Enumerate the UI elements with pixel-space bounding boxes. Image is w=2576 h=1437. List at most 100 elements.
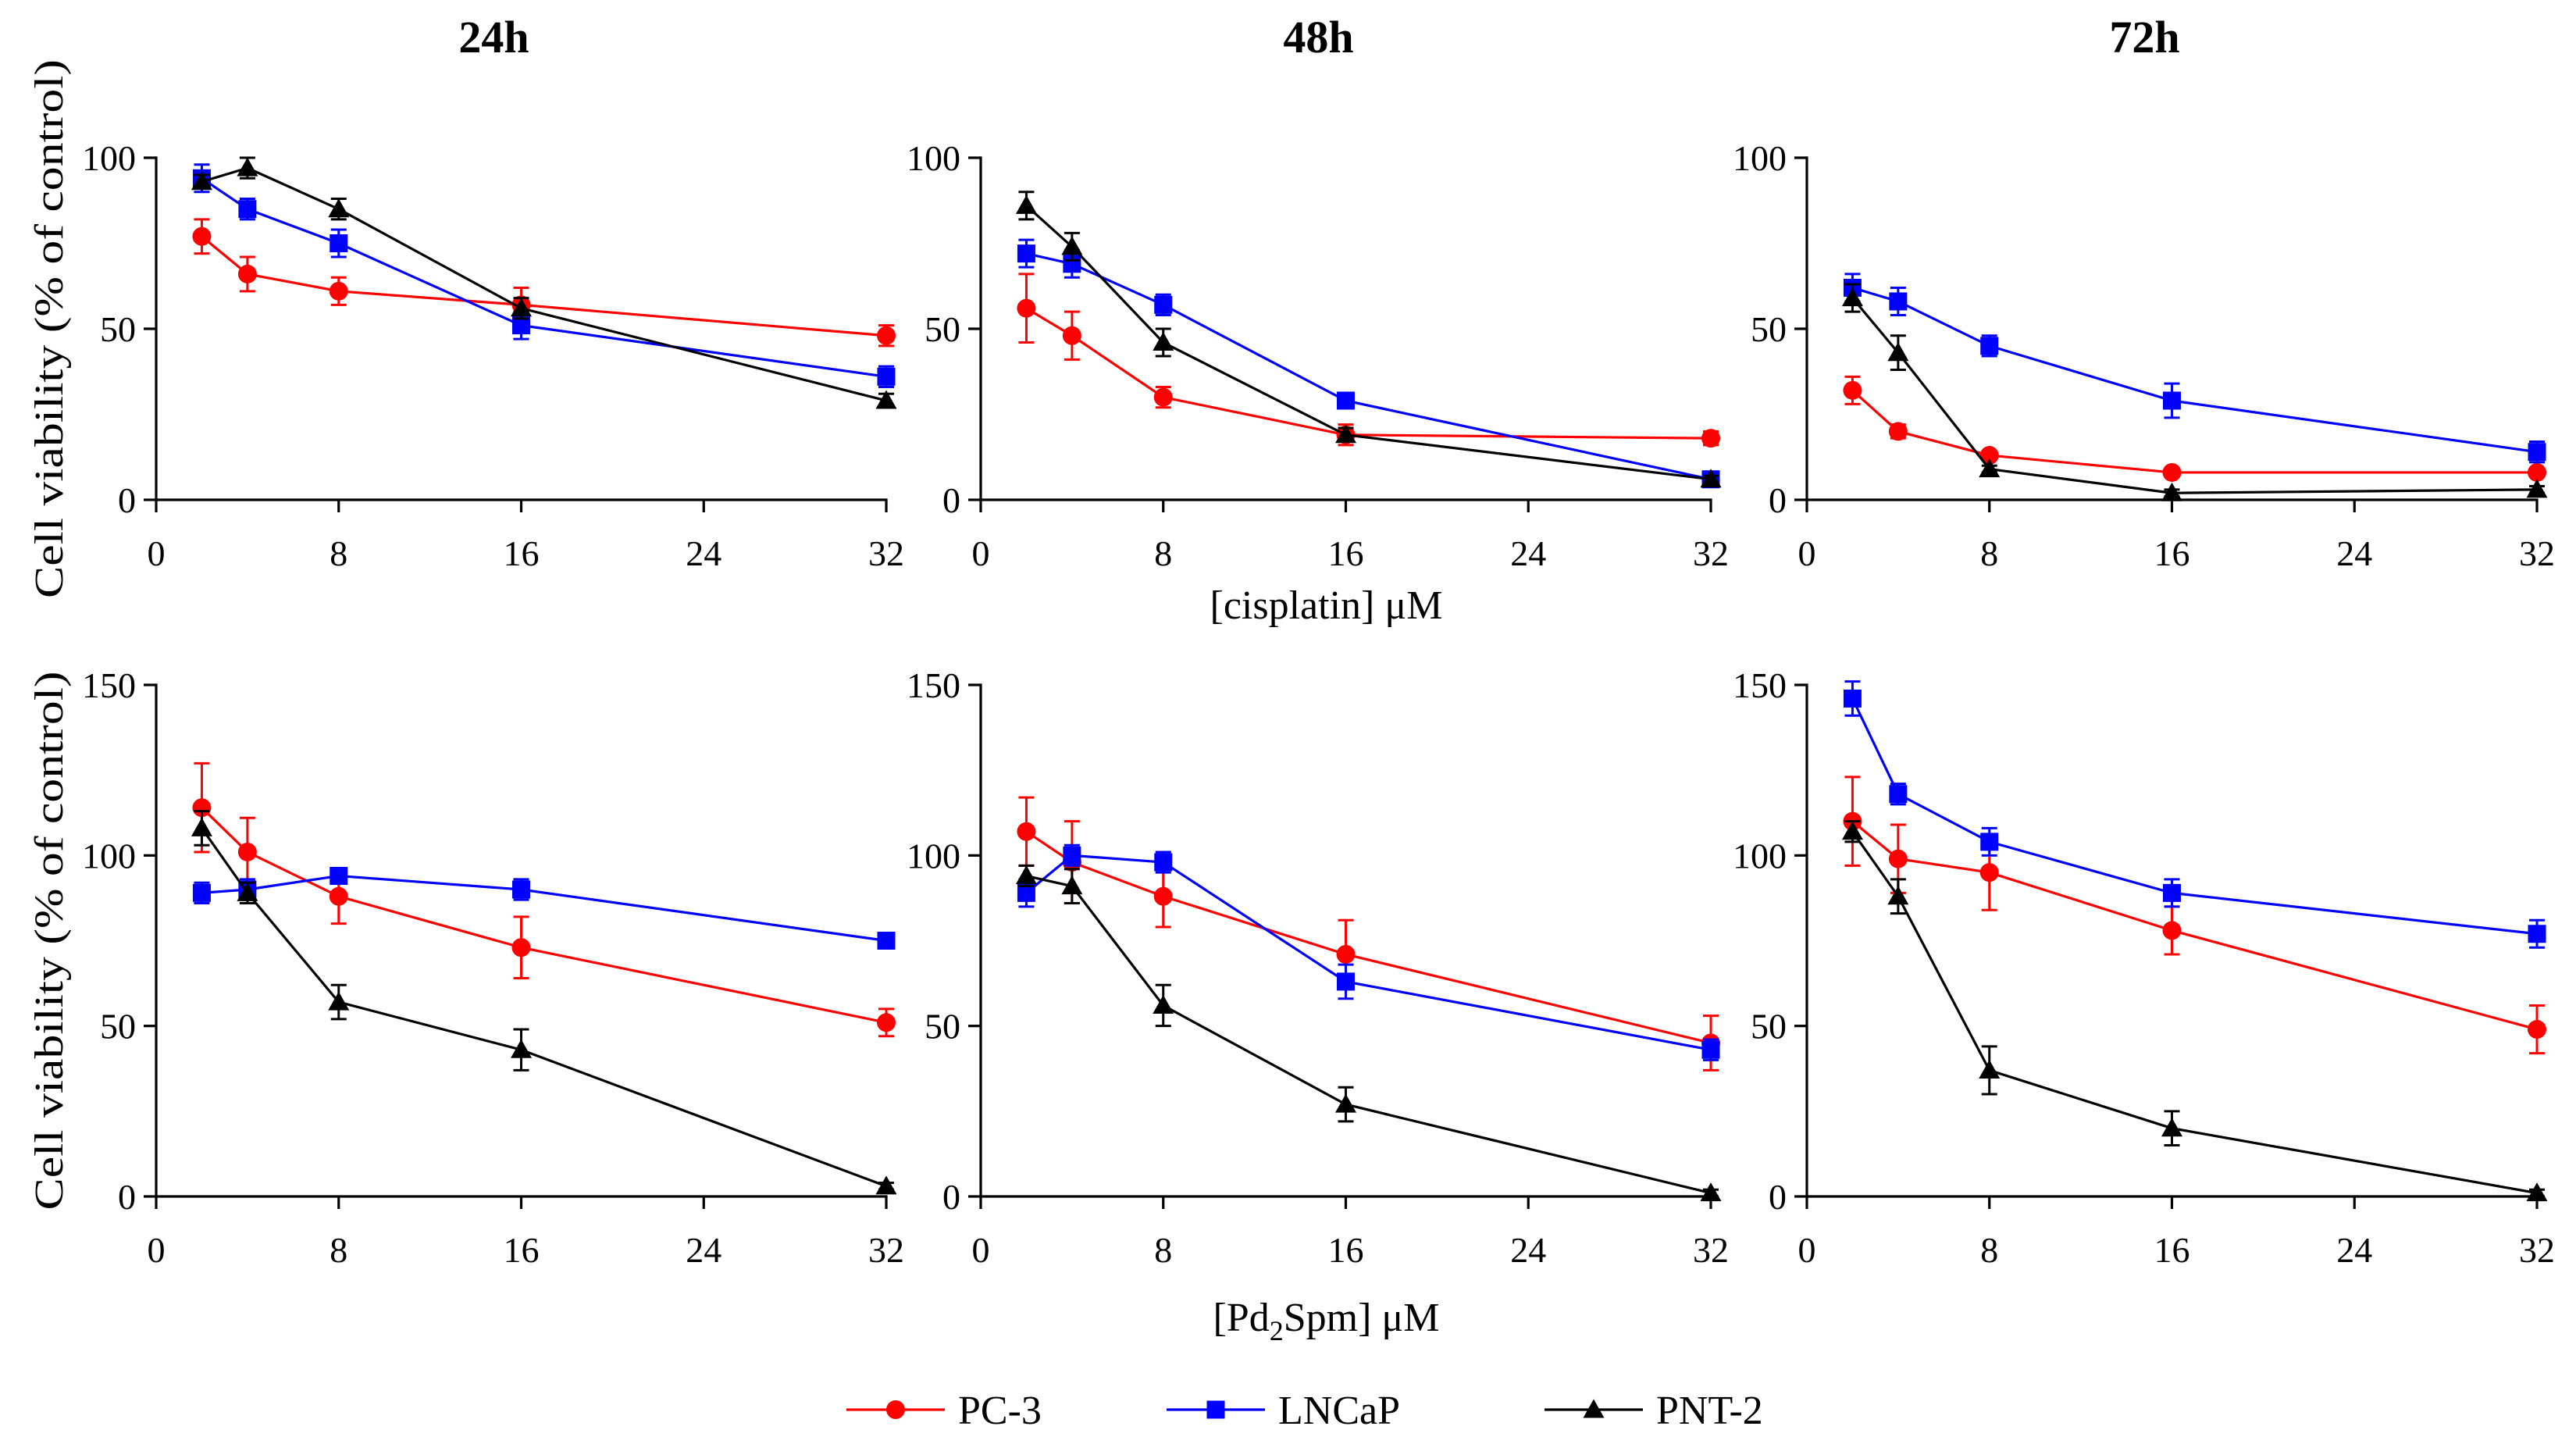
x-tick-label: 24 [686,1230,721,1270]
legend-marker-circle [886,1400,905,1419]
pc-3-marker [2162,921,2182,940]
x-tick-label: 16 [504,1230,540,1270]
pnt-2-marker [2161,1118,2182,1137]
y-tick-label: 100 [907,138,960,178]
pc-3-marker [1888,849,1908,868]
x-axis-label-subscript: 2 [1270,1315,1284,1346]
legend-marker-square [1206,1400,1225,1419]
x-tick-label: 32 [2519,1230,2555,1270]
pnt-2-marker [511,1039,532,1058]
pc-3-marker [1701,429,1720,448]
pc-3-marker [1336,944,1356,964]
legend: PC-3 LNCaP PNT-2 [846,1389,1763,1433]
pnt-2-marker [1841,821,1863,840]
pnt-2-marker [1153,994,1174,1014]
pc-3-marker [329,281,348,301]
legend-item-lncap: LNCaP [1167,1389,1400,1433]
legend-label: PC-3 [958,1389,1042,1433]
pc-3-marker [1062,326,1081,345]
x-tick-label: 0 [1798,533,1816,573]
panels: 0 8 16 24 32 0 50 100 24h Cell viability (% of co… [27,12,2555,1346]
legend-marker-triangle [1583,1399,1605,1418]
series-pnt-2 [1015,864,1722,1202]
x-axis-label-part: [cisplatin] μM [1210,583,1443,628]
panel-2: 0 8 16 24 32 0 50 100 48h [cisplatin] μM [907,12,1729,628]
y-tick-label: 150 [1733,665,1787,705]
y-tick-label: 50 [1751,1007,1787,1047]
x-tick-label: 32 [2519,533,2555,573]
y-tick-label: 0 [118,1177,136,1217]
x-tick-label: 0 [972,1230,990,1270]
y-tick-label: 50 [925,309,960,349]
lncap-marker [1337,972,1355,991]
lncap-marker [2528,925,2546,943]
x-tick-label: 32 [1693,1230,1729,1270]
x-tick-label: 32 [868,533,904,573]
pnt-2-marker [2161,482,2182,501]
lncap-marker [1980,337,1999,355]
lncap-marker [2528,443,2546,462]
pc-3-marker [329,886,348,906]
x-axis-label-part: [Pd [1213,1296,1269,1340]
lncap-marker [1889,785,1908,804]
lncap-marker [1843,689,1862,708]
y-tick-label: 100 [82,836,136,875]
panel-title: 48h [1283,12,1353,62]
x-tick-label: 16 [1328,1230,1364,1270]
lncap-marker [1154,295,1173,314]
lncap-marker [330,234,348,252]
lncap-marker [1889,292,1908,311]
pnt-2-marker [1061,875,1083,895]
pc-3-marker [1153,886,1173,906]
lncap-marker [512,316,530,335]
series-lncap [1843,680,2546,949]
lncap-marker [2163,391,2181,410]
y-tick-label: 50 [100,309,136,349]
x-tick-label: 0 [972,533,990,573]
pc-3-marker [237,842,257,861]
x-tick-label: 8 [330,1230,347,1270]
pc-3-marker [1979,446,1999,465]
lncap-marker [877,932,896,950]
series-pnt-2 [191,156,897,409]
x-tick-label: 8 [330,533,347,573]
panel-1: 0 8 16 24 32 0 50 100 24h Cell viability (% of co… [27,12,904,598]
pc-3-marker [192,226,212,246]
x-tick-label: 16 [504,533,540,573]
panel-6: 0 8 16 24 32 0 50 100 150 [1733,665,2555,1270]
pnt-2-marker [1061,236,1083,255]
lncap-marker [1063,846,1081,865]
pc-3-marker [1017,822,1036,841]
pc-3-marker [1017,298,1036,318]
pnt-2-marker [237,882,258,901]
pc-3-marker [192,798,212,818]
x-tick-label: 32 [868,1230,904,1270]
lncap-marker [2163,883,2181,902]
pc-3-marker [2528,1020,2546,1039]
x-tick-label: 16 [2154,1230,2190,1270]
pnt-2-marker [1335,424,1356,444]
x-tick-label: 16 [2154,533,2190,573]
pnt-2-marker [1153,332,1174,351]
x-tick-label: 8 [1980,1230,1998,1270]
pc-3-marker [877,326,896,345]
lncap-marker [1017,244,1035,263]
x-tick-label: 32 [1693,533,1729,573]
pnt-2-marker [1335,1093,1356,1113]
x-axis-label: [cisplatin] μM [1210,583,1443,628]
pnt-2-marker [1887,886,1909,905]
pnt-2-marker [1700,1182,1722,1202]
lncap-marker [1017,883,1035,902]
x-axis-label: [Pd2Spm] μM [1213,1296,1439,1346]
pnt-2-marker [1015,194,1037,214]
pnt-2-marker [237,157,258,177]
pnt-2-marker [875,1175,897,1195]
lncap-marker [1980,833,1999,851]
lncap-marker [877,367,896,386]
panel-title: 72h [2109,12,2179,62]
lncap-marker [192,883,211,902]
x-tick-label: 8 [1154,533,1172,573]
y-axis-label: Cell viability (% of control) [27,672,72,1211]
